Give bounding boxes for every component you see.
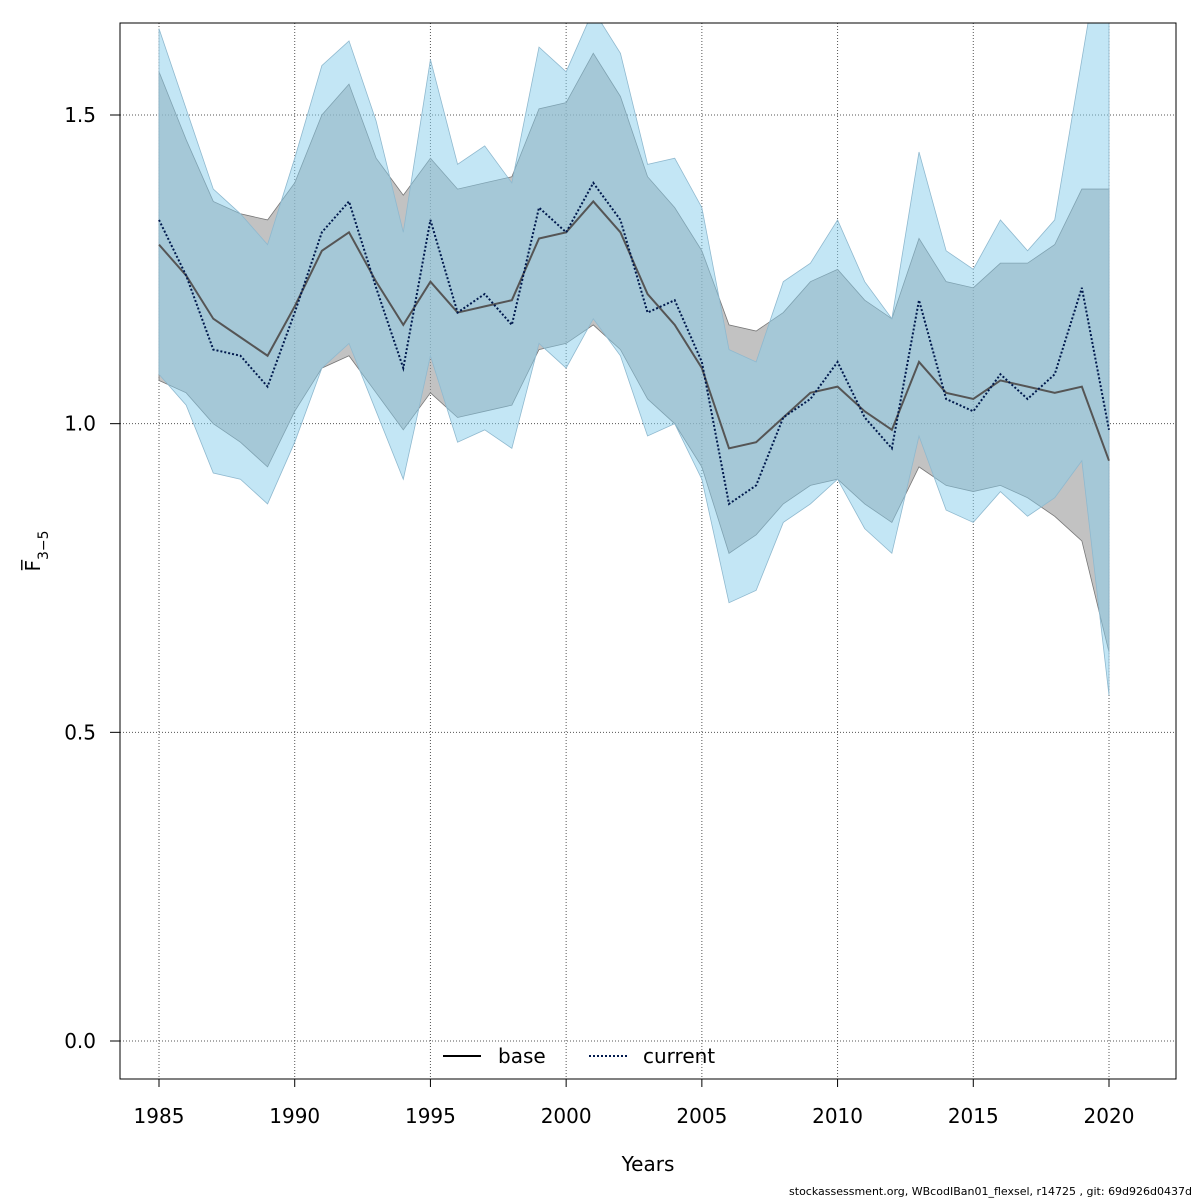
x-tick-label: 1995 [405, 1104, 456, 1128]
y-tick-label: 0.5 [64, 720, 96, 744]
x-axis: 1985 1990 1995 2000 2005 2010 2015 2020 [134, 1079, 1135, 1128]
x-tick-label: 2015 [948, 1104, 999, 1128]
y-tick-label: 0.0 [64, 1029, 96, 1053]
x-tick-label: 2020 [1084, 1104, 1135, 1128]
x-tick-label: 1990 [269, 1104, 320, 1128]
series-line-base [158, 199, 1110, 462]
legend-label-base: base [498, 1044, 546, 1068]
x-axis-title: Years [621, 1152, 675, 1176]
grid [120, 23, 1176, 1079]
confidence-bands [158, 23, 1110, 696]
y-axis-title: F̅3−5 [20, 530, 52, 571]
confidence-band-current [158, 23, 1110, 696]
legend-label-current: current [643, 1044, 715, 1068]
y-axis-title-subscript: 3−5 [36, 530, 52, 560]
y-tick-label: 1.0 [64, 412, 96, 436]
footer-credit: stockassessment.org, WBcodIBan01_flexsel… [789, 1185, 1192, 1198]
x-tick-label: 2010 [812, 1104, 863, 1128]
x-tick-label: 1985 [134, 1104, 185, 1128]
y-axis-title-main: F̅ [20, 559, 45, 572]
y-tick-label: 1.5 [64, 103, 96, 127]
y-axis: 0.0 0.5 1.0 1.5 [64, 103, 120, 1053]
legend: base current [443, 1044, 715, 1068]
x-tick-label: 2005 [676, 1104, 727, 1128]
plot-frame [119, 22, 1177, 1080]
series-lines [158, 181, 1110, 506]
x-tick-label: 2000 [541, 1104, 592, 1128]
